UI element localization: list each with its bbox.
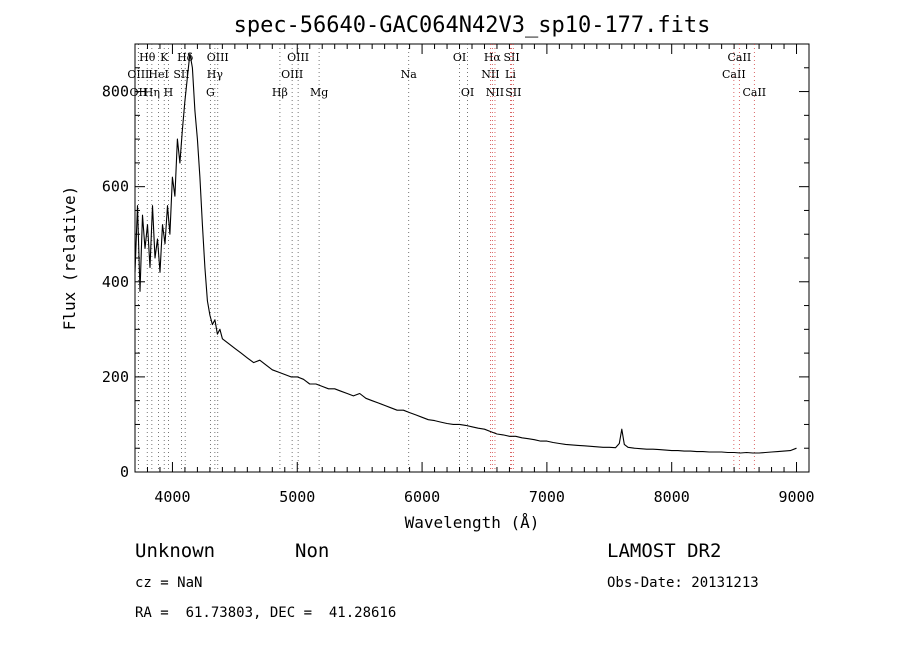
class-label: Unknown [135, 540, 216, 562]
line-label-23: Mg [310, 86, 328, 99]
line-label-25: NII [486, 86, 504, 99]
obs-date-label: Obs-Date: 20131213 [607, 575, 759, 591]
line-label-26: SII [505, 86, 521, 99]
line-label-11: SII [173, 68, 189, 81]
line-label-21: G [206, 86, 215, 99]
y-axis-label: Flux (relative) [60, 186, 79, 331]
y-tick-label-600: 600 [102, 178, 129, 196]
survey-label: LAMOST DR2 [607, 540, 722, 562]
redshift-label: cz = NaN [135, 575, 203, 591]
line-label-16: Li [505, 68, 516, 81]
y-tick-label-200: 200 [102, 368, 129, 386]
line-label-17: CaII [722, 68, 746, 81]
line-label-3: OIII [207, 51, 229, 64]
line-label-8: CaII [728, 51, 752, 64]
x-tick-label-9000: 9000 [778, 488, 814, 506]
x-tick-label-6000: 6000 [404, 488, 440, 506]
x-tick-label-4000: 4000 [154, 488, 190, 506]
line-label-13: OIII [281, 68, 303, 81]
line-label-4: OIII [287, 51, 309, 64]
line-label-20: H [164, 86, 174, 99]
coordinates-label: RA = 61.73803, DEC = 41.28616 [135, 605, 397, 621]
line-label-14: Na [401, 68, 418, 81]
y-tick-label-400: 400 [102, 273, 129, 291]
line-label-9: OIII [127, 68, 149, 81]
line-label-19: Hη [144, 86, 160, 99]
x-axis-label: Wavelength (Å) [405, 513, 540, 532]
line-label-7: SII [503, 51, 519, 64]
y-tick-label-800: 800 [102, 83, 129, 101]
line-label-24: OI [461, 86, 474, 99]
line-label-22: Hβ [272, 86, 288, 99]
x-tick-label-8000: 8000 [654, 488, 690, 506]
axis-ticks: 4000 5000 6000 7000 8000 9000 0 200 400 600 800 [102, 43, 815, 506]
line-label-15: NII [481, 68, 499, 81]
series-layer [134, 52, 797, 454]
line-label-6: Hα [484, 51, 502, 64]
y-tick-label-0: 0 [120, 463, 129, 481]
chart-title: spec-56640-GAC064N42V3_sp10-177.fits [234, 13, 711, 38]
line-label-12: Hγ [207, 68, 224, 81]
x-tick-label-5000: 5000 [279, 488, 315, 506]
subclass-label: Non [295, 540, 330, 562]
plot-frame [134, 43, 810, 473]
line-label-5: OI [453, 51, 466, 64]
x-tick-label-7000: 7000 [529, 488, 565, 506]
spectrum-line-0 [134, 52, 797, 454]
line-label-0: Hθ [139, 51, 156, 64]
line-label-27: CaII [742, 86, 766, 99]
line-label-10: HeI [148, 68, 168, 81]
line-label-1: K [160, 51, 169, 64]
line-label-18: OII [130, 86, 148, 99]
